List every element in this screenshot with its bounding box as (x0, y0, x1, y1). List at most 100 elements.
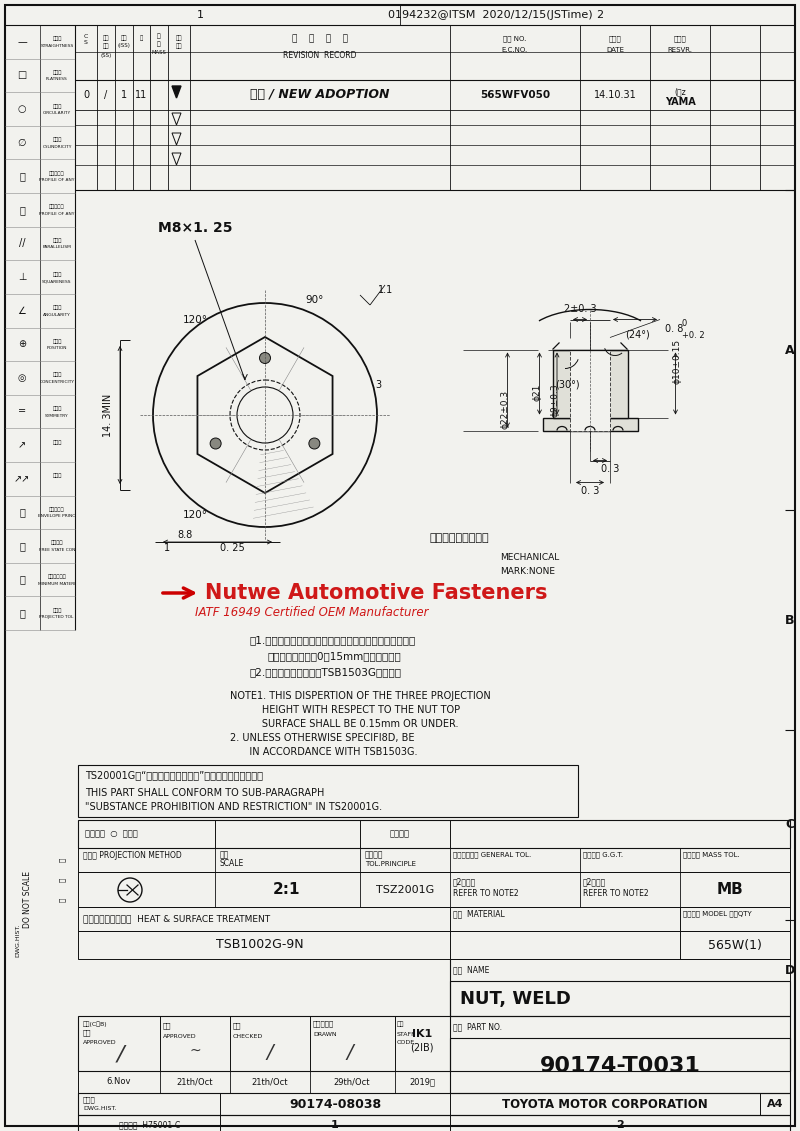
Text: 変更: 変更 (102, 43, 110, 49)
Text: PROFILE OF ANY: PROFILE OF ANY (39, 211, 74, 216)
Text: DWG.HIST.: DWG.HIST. (15, 923, 21, 957)
Text: 品名  NAME: 品名 NAME (453, 966, 490, 975)
Text: 注2による: 注2による (583, 878, 606, 887)
Text: 565WFV050: 565WFV050 (480, 90, 550, 100)
Text: し: し (58, 898, 66, 903)
Text: Ⓔ: Ⓔ (19, 508, 25, 517)
Text: ANGULARITY: ANGULARITY (43, 312, 71, 317)
Text: FREE STATE CON: FREE STATE CON (39, 549, 75, 552)
Text: 図面歴: 図面歴 (83, 1097, 96, 1104)
Bar (542, 417, 638, 431)
Text: 2:1: 2:1 (274, 882, 301, 898)
Text: 注1.　ナットの上面に対するプロジェクション高さ３点の: 注1. ナットの上面に対するプロジェクション高さ３点の (250, 634, 416, 645)
Text: ϕ22±0.3: ϕ22±0.3 (501, 390, 510, 429)
Text: 承認: 承認 (83, 1029, 91, 1036)
Text: い: い (58, 858, 66, 862)
Text: 投影法 PROJECTION METHOD: 投影法 PROJECTION METHOD (83, 852, 182, 861)
Text: TSB1002G-9N: TSB1002G-9N (216, 939, 304, 951)
Text: C: C (786, 819, 794, 831)
Bar (570, 349, 610, 431)
Bar (78, 765, 578, 817)
Text: CIRCULARITY: CIRCULARITY (43, 111, 71, 115)
Text: /: / (104, 90, 108, 100)
Text: HEIGHT WITH RESPECT TO THE NUT TOP: HEIGHT WITH RESPECT TO THE NUT TOP (240, 705, 460, 715)
Text: 位置度: 位置度 (52, 339, 62, 344)
Text: ↗: ↗ (18, 440, 26, 450)
Text: 承認: 承認 (163, 1022, 171, 1029)
Text: IK1: IK1 (412, 1029, 432, 1039)
Text: PROFILE OF ANY: PROFILE OF ANY (39, 179, 74, 182)
Text: B: B (786, 613, 794, 627)
Text: 直角度: 直角度 (52, 271, 62, 277)
Text: ○: ○ (18, 104, 26, 114)
Text: 1: 1 (197, 10, 203, 20)
Text: Ⓛ: Ⓛ (19, 575, 25, 585)
Text: 適用車種 MODEL 適用QTY: 適用車種 MODEL 適用QTY (683, 910, 752, 917)
Text: STRAIGHTNESS: STRAIGHTNESS (40, 44, 74, 48)
Text: TOL.PRINCIPLE: TOL.PRINCIPLE (365, 861, 416, 867)
Text: SURFACE SHALL BE 0.15mm OR UNDER.: SURFACE SHALL BE 0.15mm OR UNDER. (240, 719, 458, 729)
Text: 普通寸法公差 GENERAL TOL.: 普通寸法公差 GENERAL TOL. (453, 852, 531, 858)
Text: D: D (785, 964, 795, 976)
Text: 120°: 120° (182, 510, 207, 520)
Text: 全跳れ: 全跳れ (52, 473, 62, 478)
Text: 0. 25: 0. 25 (220, 543, 244, 553)
Text: DWG.HIST.: DWG.HIST. (83, 1105, 117, 1111)
Text: STAFF: STAFF (397, 1031, 416, 1036)
Bar (78, 1093, 790, 1115)
Text: 0. 3: 0. 3 (601, 464, 619, 474)
Text: (30°): (30°) (555, 380, 580, 389)
Text: (ISS): (ISS) (118, 43, 130, 49)
Circle shape (309, 438, 320, 449)
Text: 注2による: 注2による (453, 878, 476, 887)
Text: 最小実量材料: 最小実量材料 (48, 575, 66, 579)
Text: (24°): (24°) (625, 329, 650, 339)
Text: IN ACCORDANCE WITH TSB1503G.: IN ACCORDANCE WITH TSB1503G. (240, 746, 418, 757)
Text: FLATNESS: FLATNESS (46, 77, 68, 81)
Text: 円跳れ: 円跳れ (52, 440, 62, 444)
Text: 面の輪郭度: 面の輪郭度 (49, 205, 65, 209)
Text: RESVR.: RESVR. (667, 48, 693, 53)
Text: 120°: 120° (182, 316, 207, 325)
Text: APPROVED: APPROVED (83, 1041, 117, 1045)
Text: REFER TO NOTE2: REFER TO NOTE2 (583, 889, 649, 898)
Text: 11: 11 (135, 90, 147, 100)
Text: 2019年: 2019年 (409, 1078, 435, 1087)
Text: 年月日: 年月日 (609, 36, 622, 42)
Text: 6.Nov: 6.Nov (106, 1078, 131, 1087)
Text: PROJECTED TOL: PROJECTED TOL (39, 615, 75, 619)
Circle shape (259, 353, 270, 363)
Text: 3: 3 (375, 380, 381, 390)
Text: 真円度: 真円度 (52, 104, 62, 109)
Text: 0. 3: 0. 3 (581, 485, 599, 495)
Text: TSZ2001G: TSZ2001G (376, 884, 434, 895)
Text: 2: 2 (616, 1120, 624, 1130)
Text: 変    更    事    項: 変 更 事 項 (292, 35, 348, 43)
Text: 線の輪郭度: 線の輪郭度 (49, 171, 65, 175)
Bar (450, 1016, 790, 1038)
Text: 海外用図: 海外用図 (390, 829, 410, 838)
Bar (78, 907, 790, 931)
Text: 21th/Oct: 21th/Oct (177, 1078, 214, 1087)
Text: 普通公所 G.G.T.: 普通公所 G.G.T. (583, 852, 623, 858)
Bar (450, 959, 790, 981)
Text: IATF 16949 Certified OEM Manufacturer: IATF 16949 Certified OEM Manufacturer (195, 606, 429, 620)
Text: REVISION  RECORD: REVISION RECORD (283, 51, 357, 60)
Text: 1.1: 1.1 (378, 285, 394, 295)
Text: //: // (18, 239, 26, 249)
Text: DRAWN: DRAWN (313, 1031, 337, 1036)
Text: 2±0. 3: 2±0. 3 (564, 304, 596, 314)
Text: 2. UNLESS OTHERWISE SPECIFI8D, BE: 2. UNLESS OTHERWISE SPECIFI8D, BE (230, 733, 414, 743)
Text: ϕ9±0.3: ϕ9±0.3 (550, 383, 559, 417)
Text: 組管: 組管 (397, 1021, 405, 1027)
Text: 投影法: 投影法 (52, 607, 62, 613)
Text: 管理番号  H75001-C: 管理番号 H75001-C (119, 1121, 181, 1130)
Text: ϕ10±0.15: ϕ10±0.15 (673, 338, 682, 383)
Text: ⌣: ⌣ (19, 205, 25, 215)
Text: 14.10.31: 14.10.31 (594, 90, 636, 100)
Text: バラツきは，0．15mm以下とする。: バラツきは，0．15mm以下とする。 (268, 651, 402, 661)
Text: ∠: ∠ (18, 305, 26, 316)
Text: YAMA: YAMA (665, 97, 695, 107)
Text: 最大実捉: 最大実捉 (50, 541, 63, 545)
Text: 90°: 90° (306, 295, 324, 305)
